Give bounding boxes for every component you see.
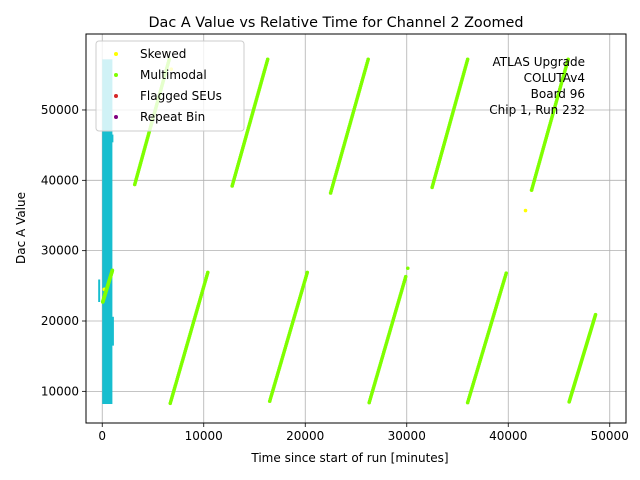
x-axis-label: Time since start of run [minutes] [250,451,448,465]
legend-marker [114,52,118,56]
legend: Skewed Multimodal Flagged SEUs Repeat Bin [95,40,245,132]
y-tick-label: 10000 [41,384,79,398]
annotation-line: Board 96 [531,87,585,101]
data-point [265,57,270,62]
data-point [523,208,528,213]
y-tick-label: 40000 [41,173,79,187]
legend-box [95,40,245,132]
data-point [593,312,598,317]
annotation-line: Chip 1, Run 232 [489,103,585,117]
data-point [403,274,408,279]
x-tick-label: 40000 [489,429,527,443]
annotation-line: COLUTAv4 [524,71,585,85]
x-tick-label: 20000 [286,429,324,443]
legend-marker [114,73,118,77]
legend-marker [114,115,118,119]
axis-ticks: 0 10000 20000 30000 40000 50000 10000 20000 3000… [41,103,629,443]
x-tick-label: 10000 [185,429,223,443]
annotation-box: ATLAS Upgrade COLUTAv4 Board 96 Chip 1, Run… [489,55,585,117]
legend-label: Flagged SEUs [140,89,222,103]
y-tick-label: 20000 [41,314,79,328]
data-point [405,266,410,271]
legend-label: Skewed [140,47,186,61]
x-tick-label: 0 [98,429,106,443]
legend-label: Multimodal [140,68,207,82]
data-point [305,270,310,275]
legend-marker [114,94,118,98]
y-axis-label: Dac A Value [14,192,28,264]
legend-label: Repeat Bin [140,110,205,124]
data-point [110,268,115,273]
data-point [504,271,509,275]
y-tick-label: 50000 [41,103,79,117]
annotation-line: ATLAS Upgrade [492,55,585,69]
data-point [465,57,470,62]
dense-band [102,59,113,405]
data-point [566,57,570,62]
x-tick-label: 30000 [388,429,426,443]
y-tick-label: 30000 [41,244,79,258]
data-point [366,57,370,62]
axes-frame [85,33,627,424]
data-point [206,270,210,275]
x-tick-label: 50000 [591,429,629,443]
chart-title: Dac A Value vs Relative Time for Channel… [148,15,523,31]
